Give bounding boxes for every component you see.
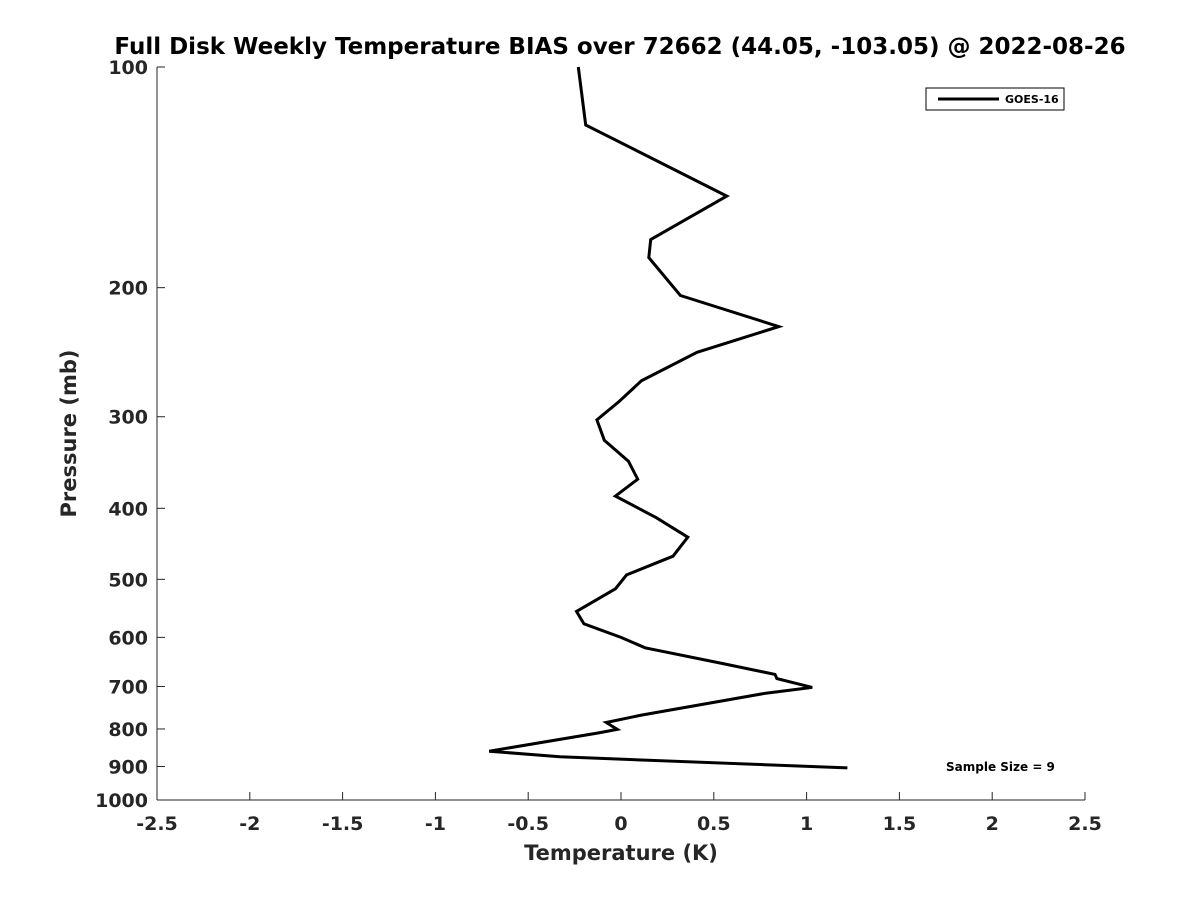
x-tick-label: 1	[800, 813, 813, 835]
y-tick-label: 200	[108, 278, 148, 300]
x-tick-label: 2	[986, 813, 999, 835]
y-axis: 100 200 300 400 500 600 700 800 900 1000	[95, 57, 165, 812]
axes	[156, 67, 1085, 801]
legend-entry-goes-16: GOES-16	[1005, 93, 1059, 106]
y-axis-label: Pressure (mb)	[57, 350, 81, 518]
y-tick-label: 600	[108, 627, 148, 649]
sample-size-annotation: Sample Size = 9	[946, 760, 1055, 774]
y-tick-label: 900	[108, 756, 148, 778]
chart-title: Full Disk Weekly Temperature BIAS over 7…	[114, 34, 1125, 60]
x-tick-label: -2	[239, 813, 260, 835]
x-tick-label: 1.5	[883, 813, 917, 835]
x-tick-label: -2.5	[136, 813, 178, 835]
y-tick-label: 800	[108, 719, 148, 741]
x-tick-label: 2.5	[1068, 813, 1102, 835]
x-tick-label: 0	[614, 813, 627, 835]
y-tick-label: 500	[108, 569, 148, 591]
y-tick-label: 700	[108, 676, 148, 698]
y-tick-label: 100	[108, 57, 148, 79]
series-layer	[488, 66, 848, 770]
series-line-goes-16	[488, 66, 848, 770]
y-tick-label: 400	[108, 498, 148, 520]
x-tick-label: -1.5	[322, 813, 364, 835]
y-tick-label: 1000	[95, 790, 148, 812]
x-axis-label: Temperature (K)	[524, 841, 718, 865]
x-axis: -2.5 -2 -1.5 -1 -0.5 0 0.5 1 1.5 2 2.5	[136, 792, 1102, 835]
y-tick-label: 300	[108, 407, 148, 429]
x-tick-label: -1	[425, 813, 446, 835]
x-tick-label: -0.5	[507, 813, 549, 835]
legend: GOES-16	[925, 87, 1065, 111]
x-tick-label: 0.5	[697, 813, 731, 835]
